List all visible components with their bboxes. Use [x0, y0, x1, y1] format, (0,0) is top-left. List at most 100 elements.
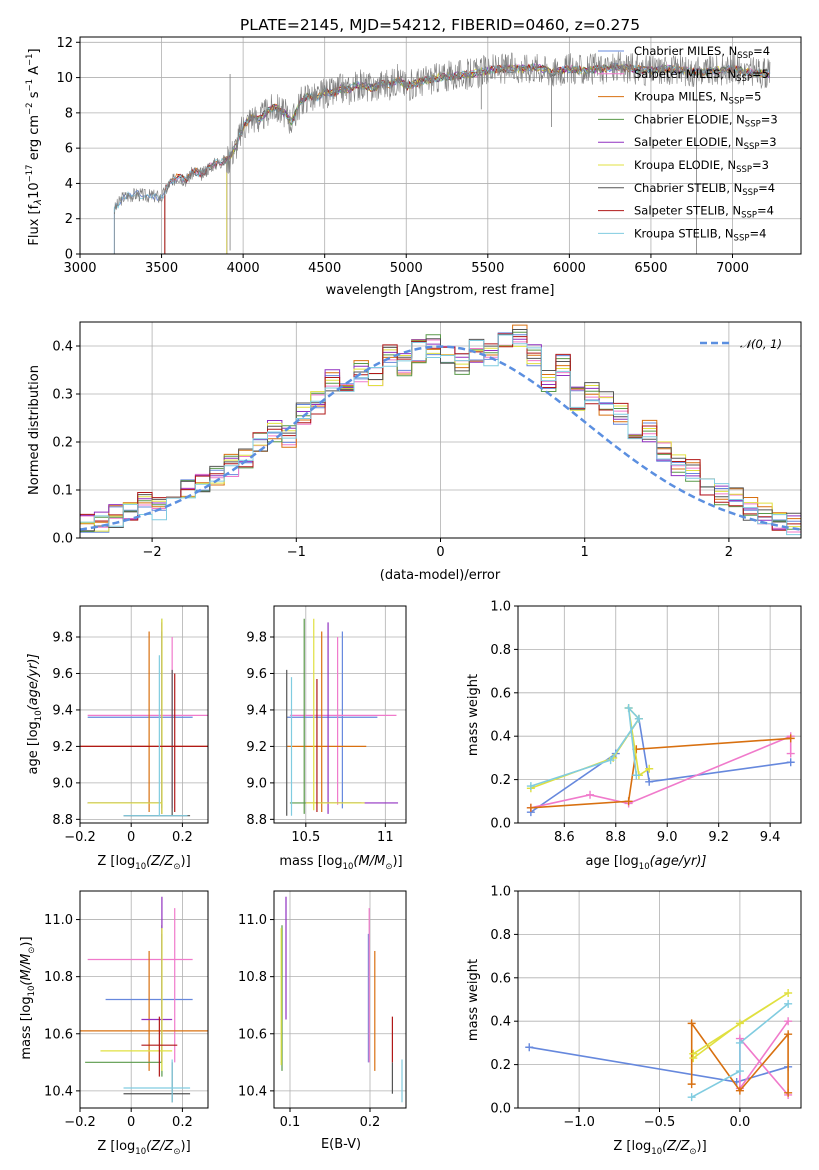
x-tick-label: 11	[377, 830, 394, 845]
y-tick-label: 12	[56, 36, 73, 51]
x-tick-label: 6500	[634, 261, 667, 276]
spectrum-title: PLATE=2145, MJD=54212, FIBERID=0460, z=0…	[240, 16, 640, 34]
legend-label: Salpeter MILES, NSSP=5	[634, 67, 769, 84]
mass-vs-Z-xlabel: Z [log10(Z/Z⊙)]	[97, 1139, 190, 1157]
x-tick-label: 5500	[471, 261, 504, 276]
mass-vs-ebv-panel: 0.1 0.2 10.4 10.6 10.8 11.0	[238, 890, 407, 1130]
y-tick-label: 11.0	[44, 913, 73, 928]
x-tick-label: 9.4	[760, 830, 781, 845]
spectrum-panel: 3000 3500 4000 4500 5000 5500 6000 6500 7000 0 2 4 6…	[56, 36, 802, 276]
massweight-marker	[784, 988, 793, 997]
x-tick-label: 2	[725, 545, 733, 560]
y-tick-label: 9.4	[246, 703, 267, 718]
age-vs-mass-panel: 10.5 11 8.8 9.0 9.2 9.4 9.6 9.8	[246, 605, 407, 845]
x-tick-label: −1	[287, 545, 306, 560]
y-tick-label: 8	[65, 106, 73, 121]
x-tick-label: 0.1	[280, 1115, 301, 1130]
massweight-vs-age-ylabel: mass weight	[466, 674, 481, 756]
age-vs-Z-points	[80, 618, 208, 817]
y-tick-label: 0.4	[490, 1015, 511, 1030]
y-tick-label: 10.8	[44, 970, 73, 985]
x-tick-label: −0.2	[64, 1115, 96, 1130]
x-tick-label: 4500	[308, 261, 341, 276]
y-tick-label: 0.6	[490, 686, 511, 701]
massweight-marker	[586, 790, 595, 799]
legend-label: Chabrier STELIB, NSSP=4	[634, 181, 775, 198]
legend-label: Kroupa MILES, NSSP=5	[634, 90, 761, 107]
legend-label: Kroupa ELODIE, NSSP=3	[634, 158, 769, 175]
spectrum-xlabel: wavelength [Angstrom, rest frame]	[326, 283, 555, 298]
massweight-marker	[784, 1030, 793, 1039]
massweight-marker	[784, 1017, 793, 1026]
massweight-marker	[784, 1088, 793, 1097]
age-vs-Z-ylabel: age [log10(age/yr)]	[26, 654, 44, 775]
x-tick-label: 8.8	[605, 830, 626, 845]
y-tick-label: 0	[65, 248, 73, 263]
massweight-marker	[687, 1080, 696, 1089]
mass-vs-Z-ylabel: mass [log10(M/M⊙)]	[19, 936, 37, 1059]
x-tick-label: 0	[436, 545, 444, 560]
y-tick-label: 9.4	[52, 703, 73, 718]
y-tick-label: 10.8	[238, 970, 267, 985]
age-vs-mass-xlabel: mass [log10(M/M⊙)]	[279, 854, 402, 872]
massweight-marker	[645, 764, 654, 773]
massweight-vs-age-lines	[526, 703, 795, 817]
y-tick-label: 0.3	[52, 388, 73, 403]
y-tick-label: 10.6	[238, 1027, 267, 1042]
axes-frame	[517, 605, 802, 824]
x-tick-label: 7000	[716, 261, 749, 276]
residual-histogram	[80, 336, 801, 538]
x-tick-label: 0.2	[172, 830, 193, 845]
axes-frame	[273, 605, 407, 824]
histograms	[80, 324, 801, 538]
massweight-marker	[735, 1038, 744, 1047]
normal-curve	[80, 345, 801, 531]
spectrum-lines	[113, 51, 771, 254]
residual-panel: −2 −1 0 1 2 0.0 0.1 0.2 0.3 0.4 𝒩(0, 1)	[52, 321, 802, 560]
age-vs-Z-xlabel: Z [log10(Z/Z⊙)]	[97, 854, 190, 872]
y-tick-label: 0.0	[52, 532, 73, 547]
massweight-line	[691, 1003, 789, 1098]
y-tick-label: 8.8	[246, 813, 267, 828]
x-tick-label: 0	[127, 1115, 135, 1130]
x-tick-label: −1.0	[563, 1115, 595, 1130]
y-tick-label: 0.2	[490, 773, 511, 788]
axes-frame	[517, 890, 802, 1109]
y-tick-label: 10	[56, 71, 73, 86]
x-tick-label: 6000	[553, 261, 586, 276]
y-tick-label: 11.0	[238, 913, 267, 928]
massweight-marker	[632, 771, 641, 780]
x-tick-label: 4000	[227, 261, 260, 276]
residual-ylabel: Normed distribution	[27, 365, 42, 495]
x-tick-label: 0.2	[172, 1115, 193, 1130]
y-tick-label: 2	[65, 212, 73, 227]
mass-vs-Z-panel: −0.2 0 0.2 10.4 10.6 10.8 11.0	[44, 890, 209, 1130]
massweight-marker	[687, 1093, 696, 1102]
massweight-marker	[526, 782, 535, 791]
massweight-marker	[786, 734, 795, 743]
massweight-vs-Z-ylabel: mass weight	[466, 959, 481, 1041]
legend-label: Kroupa STELIB, NSSP=4	[634, 226, 766, 243]
x-tick-label: 3000	[63, 261, 96, 276]
axes-frame	[79, 36, 802, 255]
massweight-marker	[525, 1043, 534, 1052]
y-tick-label: 10.6	[44, 1027, 73, 1042]
x-tick-label: 8.6	[554, 830, 575, 845]
x-tick-label: 0.2	[360, 1115, 381, 1130]
y-tick-label: 9.2	[52, 740, 73, 755]
axes-frame	[79, 890, 209, 1109]
x-tick-label: 5000	[390, 261, 423, 276]
residual-legend: 𝒩(0, 1)	[700, 337, 782, 351]
y-tick-label: 0.0	[490, 817, 511, 832]
x-tick-label: 0.0	[730, 1115, 751, 1130]
spectrum-ylabel: Flux [fλ10−17 erg cm−2 s−1 A−1]	[25, 48, 44, 245]
massweight-marker	[687, 1019, 696, 1028]
massweight-vs-age-xlabel: age [log10(age/yr)]	[586, 854, 707, 872]
massweight-marker	[634, 714, 643, 723]
legend-label: Chabrier MILES, NSSP=4	[634, 44, 770, 61]
y-tick-label: 0.0	[490, 1102, 511, 1117]
x-tick-label: 10.5	[291, 830, 320, 845]
axes-frame	[273, 890, 407, 1109]
massweight-vs-Z-lines	[525, 988, 793, 1102]
